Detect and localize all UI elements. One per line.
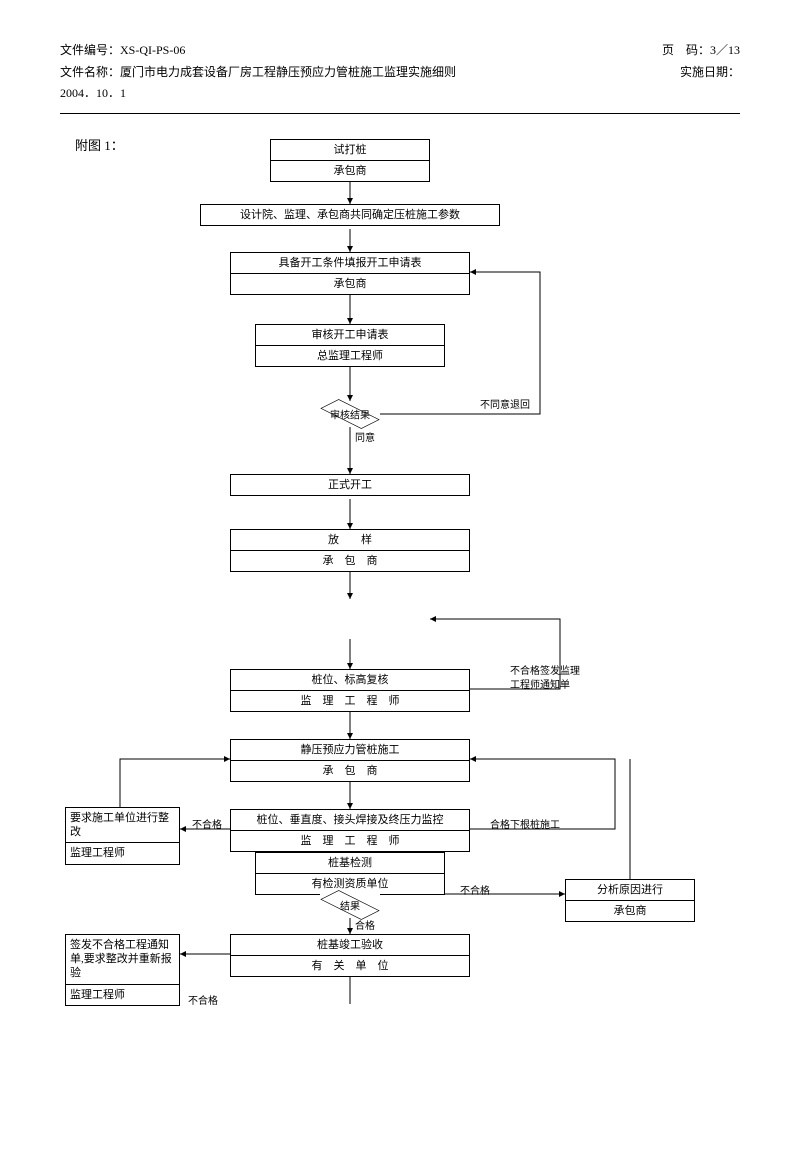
decision-review: 审核结果 [320,401,380,427]
node-test-pile: 试打桩 承包商 [270,139,430,183]
node-acceptance: 桩基竣工验收有 关 单 位 [230,934,470,978]
node-actor: 承包商 [271,161,429,181]
doc-name-label: 文件名称： [60,65,120,79]
label-notice2: 工程师通知单 [510,676,570,691]
node-actor: 监理工程师 [66,843,179,863]
node-actor: 承包商 [231,274,469,294]
page-label: 页 码： [662,43,710,57]
decision-result: 结果 [320,892,380,918]
label-notice1: 不合格签发监理 [510,662,580,677]
label-reject: 不同意退回 [480,396,530,411]
doc-name: 厦门市电力成套设备厂房工程静压预应力管桩施工监理实施细则 [120,65,456,79]
page-number: 3／13 [710,43,740,57]
node-title: 桩位、垂直度、接头焊接及终压力监控 [231,810,469,831]
node-title: 桩位、标高复核 [231,670,469,691]
node-text: 正式开工 [231,475,469,495]
node-apply: 具备开工条件填报开工申请表 承包商 [230,252,470,296]
node-actor: 监 理 工 程 师 [231,831,469,851]
node-actor: 监理工程师 [66,985,179,1005]
node-recheck-pos: 桩位、标高复核 监 理 工 程 师 [230,669,470,713]
node-start: 正式开工 [230,474,470,496]
node-construct: 静压预应力管桩施工 承 包 商 [230,739,470,783]
node-pile-detect: 桩基检测有检测资质单位 [255,852,445,896]
node-analyze-right: 分析原因进行承包商 [565,879,695,923]
node-monitor: 桩位、垂直度、接头焊接及终压力监控 监 理 工 程 师 [230,809,470,853]
node-title: 静压预应力管桩施工 [231,740,469,761]
node-rectify-left: 要求施工单位进行整改 监理工程师 [65,807,180,865]
node-title: 要求施工单位进行整改 [66,808,179,844]
node-layout: 放 样 承 包 商 [230,529,470,573]
node-text: 设计院、监理、承包商共同确定压桩施工参数 [201,205,499,225]
node-title: 审核开工申请表 [256,325,444,346]
node-actor: 承包商 [566,901,694,921]
node-actor: 承 包 商 [231,761,469,781]
eff-date: 2004．10．1 [60,83,740,105]
node-review: 审核开工申请表 总监理工程师 [255,324,445,368]
node-title: 试打桩 [271,140,429,161]
label-fail2: 不合格 [460,882,490,897]
node-title: 签发不合格工程通知单,要求整改并重新报验 [66,935,179,985]
decision-label: 审核结果 [320,406,380,421]
node-actor: 承 包 商 [231,551,469,571]
label-agree: 同意 [355,429,375,444]
label-pass: 合格 [355,917,375,932]
node-actor: 有 关 单 位 [231,956,469,976]
node-title: 分析原因进行 [566,880,694,901]
node-title: 具备开工条件填报开工申请表 [231,253,469,274]
flowchart: 试打桩 承包商 设计院、监理、承包商共同确定压桩施工参数 具备开工条件填报开工申… [60,134,740,1114]
node-actor: 总监理工程师 [256,346,444,366]
node-title: 桩基竣工验收 [231,935,469,956]
eff-date-label: 实施日期： [680,62,740,84]
node-title: 放 样 [231,530,469,551]
node-title: 桩基检测 [256,853,444,874]
decision-label: 结果 [320,897,380,912]
doc-id-label: 文件编号： [60,43,120,57]
label-fail3: 不合格 [188,992,218,1007]
doc-id: XS-QI-PS-06 [120,43,185,57]
node-params: 设计院、监理、承包商共同确定压桩施工参数 [200,204,500,226]
label-pass-next: 合格下根桩施工 [490,816,560,831]
node-reject-left: 签发不合格工程通知单,要求整改并重新报验监理工程师 [65,934,180,1006]
node-actor: 监 理 工 程 师 [231,691,469,711]
label-fail: 不合格 [192,816,222,831]
